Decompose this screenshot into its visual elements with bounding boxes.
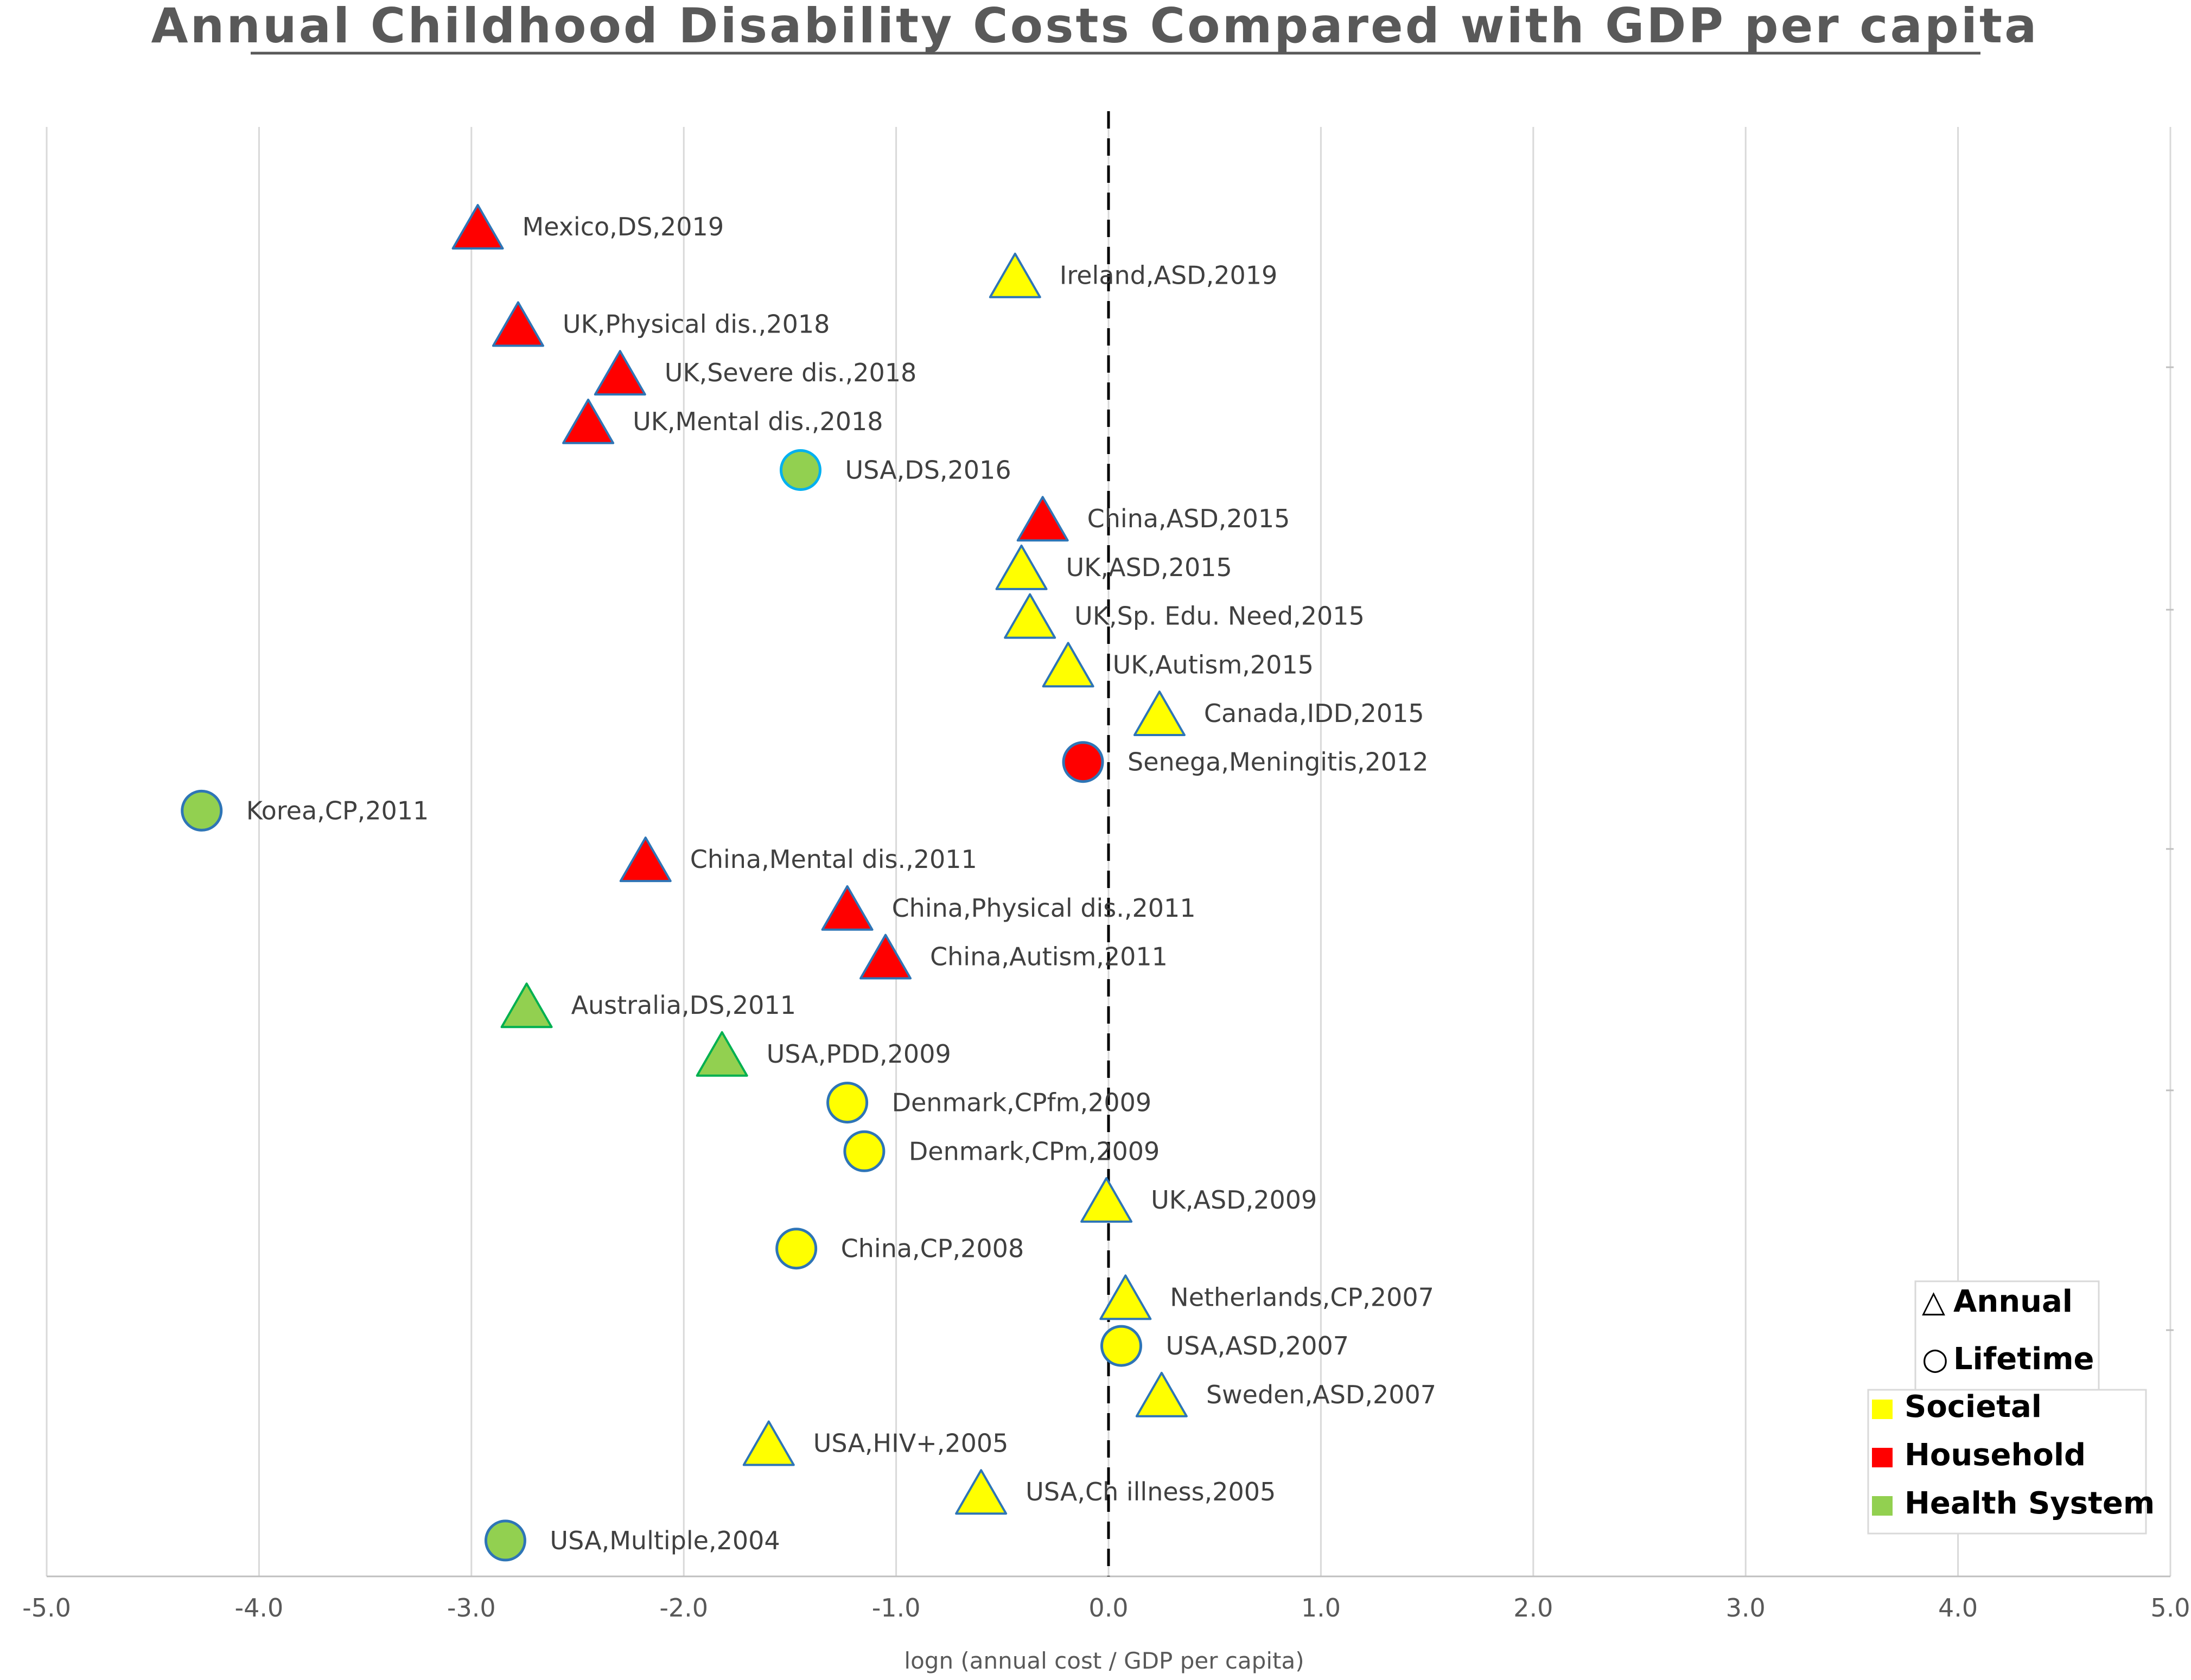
annual-legend-icon: △ (1922, 1284, 1945, 1319)
x-tick-label: 0.0 (1088, 1593, 1128, 1622)
point-label: USA,ASD,2007 (1165, 1331, 1349, 1360)
legend-swatch-health-system (1872, 1496, 1893, 1516)
x-tick-label: -4.0 (235, 1593, 284, 1622)
point-usa-pdd-2009-triangle (696, 1031, 748, 1077)
x-tick-label: -2.0 (659, 1593, 708, 1622)
point-denmark-cpm-2009-circle (843, 1130, 886, 1172)
x-tick-label: 2.0 (1513, 1593, 1553, 1622)
x-tick-label: -1.0 (872, 1593, 921, 1622)
x-tick-label: -3.0 (447, 1593, 496, 1622)
legend-label-societal: Societal (1905, 1389, 2042, 1425)
point-label: Denmark,CPm,2009 (909, 1136, 1160, 1166)
point-china-autism-2011-triangle (859, 934, 912, 980)
point-label: Australia,DS,2011 (571, 991, 796, 1020)
point-uk-severe-dis-2018-triangle (594, 350, 646, 396)
legend-label-lifetime: Lifetime (1953, 1342, 2094, 1377)
legend-label-household: Household (1905, 1438, 2086, 1473)
point-label: UK,Physical dis.,2018 (563, 309, 830, 338)
point-label: China,Mental dis.,2011 (690, 845, 977, 874)
point-uk-asd-2015-triangle (995, 544, 1048, 590)
point-ireland-asd-2019-triangle (989, 252, 1041, 298)
point-australia-ds-2011-triangle (500, 982, 553, 1029)
x-axis-label: logn (annual cost / GDP per capita) (904, 1647, 1304, 1674)
point-usa-multiple-2004-circle (484, 1519, 526, 1562)
point-denmark-cpfm-2009-circle (826, 1082, 869, 1124)
point-label: China,Autism,2011 (930, 942, 1168, 972)
point-usa-ch-illness-2005-triangle (955, 1469, 1008, 1515)
point-label: UK,Sp. Edu. Need,2015 (1074, 602, 1365, 631)
point-usa-asd-2007-circle (1100, 1325, 1142, 1367)
point-label: UK,Autism,2015 (1113, 650, 1314, 679)
x-tick-label: -5.0 (22, 1593, 71, 1622)
point-label: Senega,Meningitis,2012 (1128, 748, 1429, 777)
point-china-mental-dis-2011-triangle (619, 836, 672, 883)
point-sweden-asd-2007-triangle (1135, 1371, 1188, 1417)
point-uk-sp-edu-need-2015-triangle (1004, 593, 1056, 639)
point-label: China,ASD,2015 (1087, 504, 1290, 533)
point-mexico-ds-2019-triangle (451, 204, 504, 250)
lifetime-legend-icon: ○ (1922, 1342, 1948, 1377)
point-label: UK,ASD,2015 (1066, 553, 1232, 582)
point-china-cp-2008-circle (775, 1228, 818, 1270)
point-label: UK,Mental dis.,2018 (633, 407, 883, 436)
point-label: China,CP,2008 (841, 1234, 1024, 1263)
grid-lines (46, 127, 2171, 1576)
point-label: Ireland,ASD,2019 (1060, 261, 1278, 290)
point-label: Denmark,CPfm,2009 (892, 1088, 1152, 1117)
point-label: Canada,IDD,2015 (1204, 699, 1424, 728)
data-points: Mexico,DS,2019 Ireland,ASD,2019 UK,Physica… (181, 204, 1436, 1562)
point-uk-autism-2015-triangle (1042, 642, 1094, 688)
point-label: USA,Ch illness,2005 (1026, 1477, 1276, 1506)
point-label: USA,HIV+,2005 (813, 1429, 1009, 1458)
point-canada-idd-2015-triangle (1133, 691, 1186, 736)
point-label: China,Physical dis.,2011 (892, 893, 1196, 923)
point-senega-meningitis-2012-circle (1062, 741, 1104, 783)
point-uk-asd-2009-triangle (1080, 1177, 1133, 1223)
legend-swatch-societal (1872, 1400, 1893, 1419)
legend-shape-box (1914, 1280, 2100, 1391)
point-china-physical-dis-2011-triangle (821, 885, 874, 931)
point-label: Mexico,DS,2019 (523, 212, 724, 241)
point-label: UK,Severe dis.,2018 (665, 358, 917, 387)
point-label: USA,PDD,2009 (767, 1039, 951, 1069)
legend-label-annual: Annual (1953, 1284, 2073, 1319)
x-tick-label: 3.0 (1726, 1593, 1766, 1622)
x-tick-label: 4.0 (1938, 1593, 1978, 1622)
x-tick-label: 5.0 (2150, 1593, 2190, 1622)
point-label: USA,Multiple,2004 (550, 1526, 780, 1555)
point-netherlands-cp-2007-triangle (1099, 1274, 1152, 1320)
legend-label-health-system: Health System (1905, 1486, 2155, 1521)
point-label: Sweden,ASD,2007 (1206, 1380, 1436, 1409)
legend-color-box (1867, 1389, 2147, 1535)
chart-title: Annual Childhood Disability Costs Compar… (151, 0, 2039, 54)
legend: △ Annual○ Lifetime Societal Household Health … (1867, 1280, 2155, 1535)
point-china-asd-2015-triangle (1016, 496, 1069, 542)
point-label: Korea,CP,2011 (246, 796, 429, 825)
point-uk-mental-dis-2018-triangle (562, 398, 615, 444)
point-label: Netherlands,CP,2007 (1170, 1282, 1434, 1312)
point-usa-hiv-2005-triangle (742, 1420, 795, 1466)
x-tick-label: 1.0 (1301, 1593, 1341, 1622)
point-label: USA,DS,2016 (845, 456, 1011, 485)
point-usa-ds-2016-circle (779, 449, 821, 491)
point-korea-cp-2011-circle (181, 789, 223, 832)
point-label: UK,ASD,2009 (1151, 1185, 1317, 1215)
point-uk-physical-dis-2018-triangle (492, 301, 544, 347)
legend-swatch-household (1872, 1448, 1893, 1467)
